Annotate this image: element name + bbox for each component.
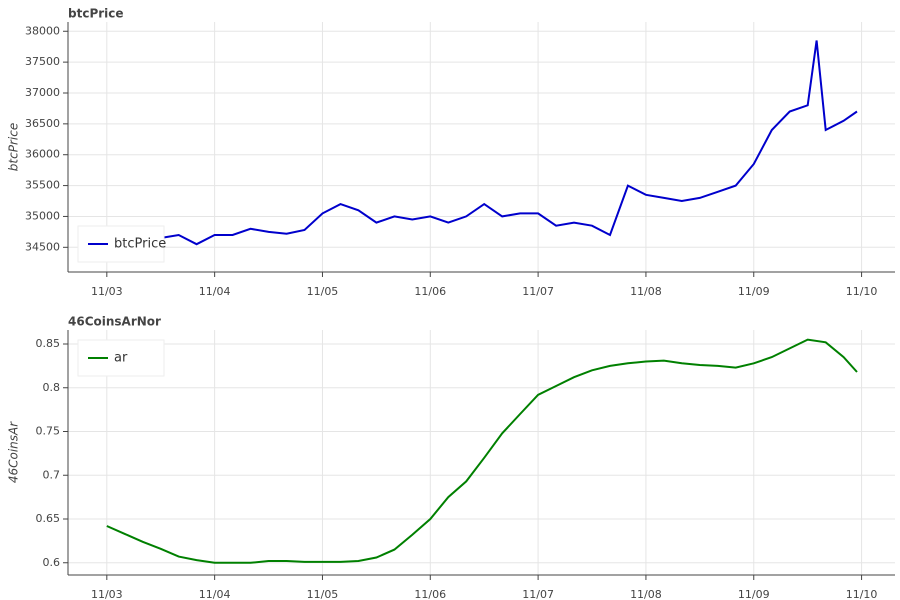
y-tick-label: 0.7 (43, 468, 61, 481)
x-tick-label: 11/08 (630, 285, 662, 298)
x-tick-label: 11/10 (846, 588, 878, 600)
y-tick-label: 0.8 (43, 381, 61, 394)
x-tick-label: 11/05 (307, 588, 339, 600)
y-tick-label: 0.75 (36, 425, 61, 438)
chart-title: btcPrice (68, 7, 124, 21)
x-tick-label: 11/07 (522, 588, 554, 600)
series-line (106, 338, 858, 564)
x-tick-label: 11/04 (199, 285, 231, 298)
x-tick-label: 11/09 (738, 285, 770, 298)
chart-title: 46CoinsArNor (68, 315, 161, 329)
y-tick-label: 35500 (25, 179, 60, 192)
x-tick-label: 11/03 (91, 588, 123, 600)
x-tick-label: 11/08 (630, 588, 662, 600)
y-tick-label: 35000 (25, 209, 60, 222)
legend-label: btcPrice (114, 237, 166, 252)
y-tick-label: 0.85 (36, 337, 61, 350)
y-tick-label: 34500 (25, 240, 60, 253)
y-axis-label: btcPrice (7, 123, 21, 171)
x-tick-label: 11/06 (414, 588, 446, 600)
y-tick-label: 0.6 (43, 556, 61, 569)
chart-panel: 46CoinsArNor 46CoinsAr 0.6 0.65 0.7 0.75 0.8 0.… (7, 315, 895, 600)
y-tick-label: 38000 (25, 24, 60, 37)
x-tick-label: 11/09 (738, 588, 770, 600)
y-axis-label: 46CoinsAr (7, 421, 21, 483)
legend-label: ar (114, 351, 128, 366)
y-tick-label: 36000 (25, 148, 60, 161)
x-tick-label: 11/07 (522, 285, 554, 298)
y-tick-label: 37000 (25, 86, 60, 99)
x-tick-label: 11/04 (199, 588, 231, 600)
y-tick-label: 36500 (25, 117, 60, 130)
x-tick-label: 11/05 (307, 285, 339, 298)
x-tick-label: 11/10 (846, 285, 878, 298)
series-line (106, 40, 858, 246)
chart-panel: btcPrice btcPrice 34500 35000 35500 36000 3650… (7, 7, 895, 298)
x-tick-label: 11/06 (414, 285, 446, 298)
y-tick-label: 37500 (25, 55, 60, 68)
x-tick-label: 11/03 (91, 285, 123, 298)
y-tick-label: 0.65 (36, 512, 61, 525)
